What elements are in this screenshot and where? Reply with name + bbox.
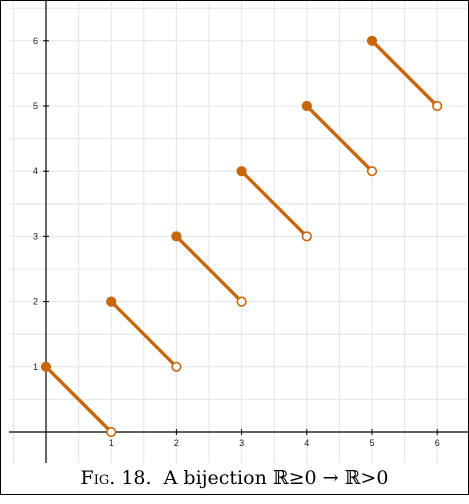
open-endpoint (301, 231, 312, 242)
grid-lines (9, 1, 468, 463)
x-tick-label: 3 (239, 438, 244, 448)
x-tick-label: 5 (369, 438, 374, 448)
y-tick-label: 1 (33, 362, 38, 372)
closed-endpoint (366, 35, 378, 46)
open-endpoint (432, 100, 443, 112)
y-tick-label: 6 (33, 36, 38, 46)
closed-endpoint (236, 166, 247, 177)
x-tick-label: 1 (109, 438, 114, 448)
tick-labels: 1 2 3 4 5 6 1 2 3 4 5 6 (33, 36, 440, 448)
y-tick-label: 4 (33, 166, 38, 176)
bijection-plot: 1 2 3 4 5 6 1 2 3 4 5 6 (9, 1, 468, 463)
x-tick-label: 4 (304, 438, 309, 448)
open-endpoint (236, 296, 247, 307)
segment-2 (109, 299, 179, 369)
segments (44, 39, 439, 434)
closed-endpoint (106, 296, 117, 307)
y-tick-label: 5 (33, 101, 38, 111)
open-endpoint (106, 426, 117, 438)
segment-4 (239, 169, 309, 239)
closed-endpoint (171, 231, 182, 242)
x-tick-label: 2 (174, 438, 179, 448)
closed-endpoint (40, 361, 52, 372)
x-tick-label: 6 (435, 438, 440, 448)
segment-3 (174, 234, 244, 304)
closed-endpoint (301, 100, 312, 112)
figure-caption: Fig. 18. A bijection ℝ≥0 → ℝ>0 (1, 463, 468, 494)
figure-label: Fig. 18. (80, 467, 152, 489)
segment-5 (305, 104, 374, 173)
open-endpoint (366, 166, 378, 177)
y-tick-label: 2 (33, 297, 38, 307)
caption-text: A bijection ℝ≥0 → ℝ>0 (163, 467, 389, 489)
y-tick-label: 3 (33, 231, 38, 241)
endpoints (40, 35, 443, 438)
segment-1 (44, 365, 113, 434)
segment-6 (370, 39, 439, 108)
open-endpoint (171, 361, 182, 372)
